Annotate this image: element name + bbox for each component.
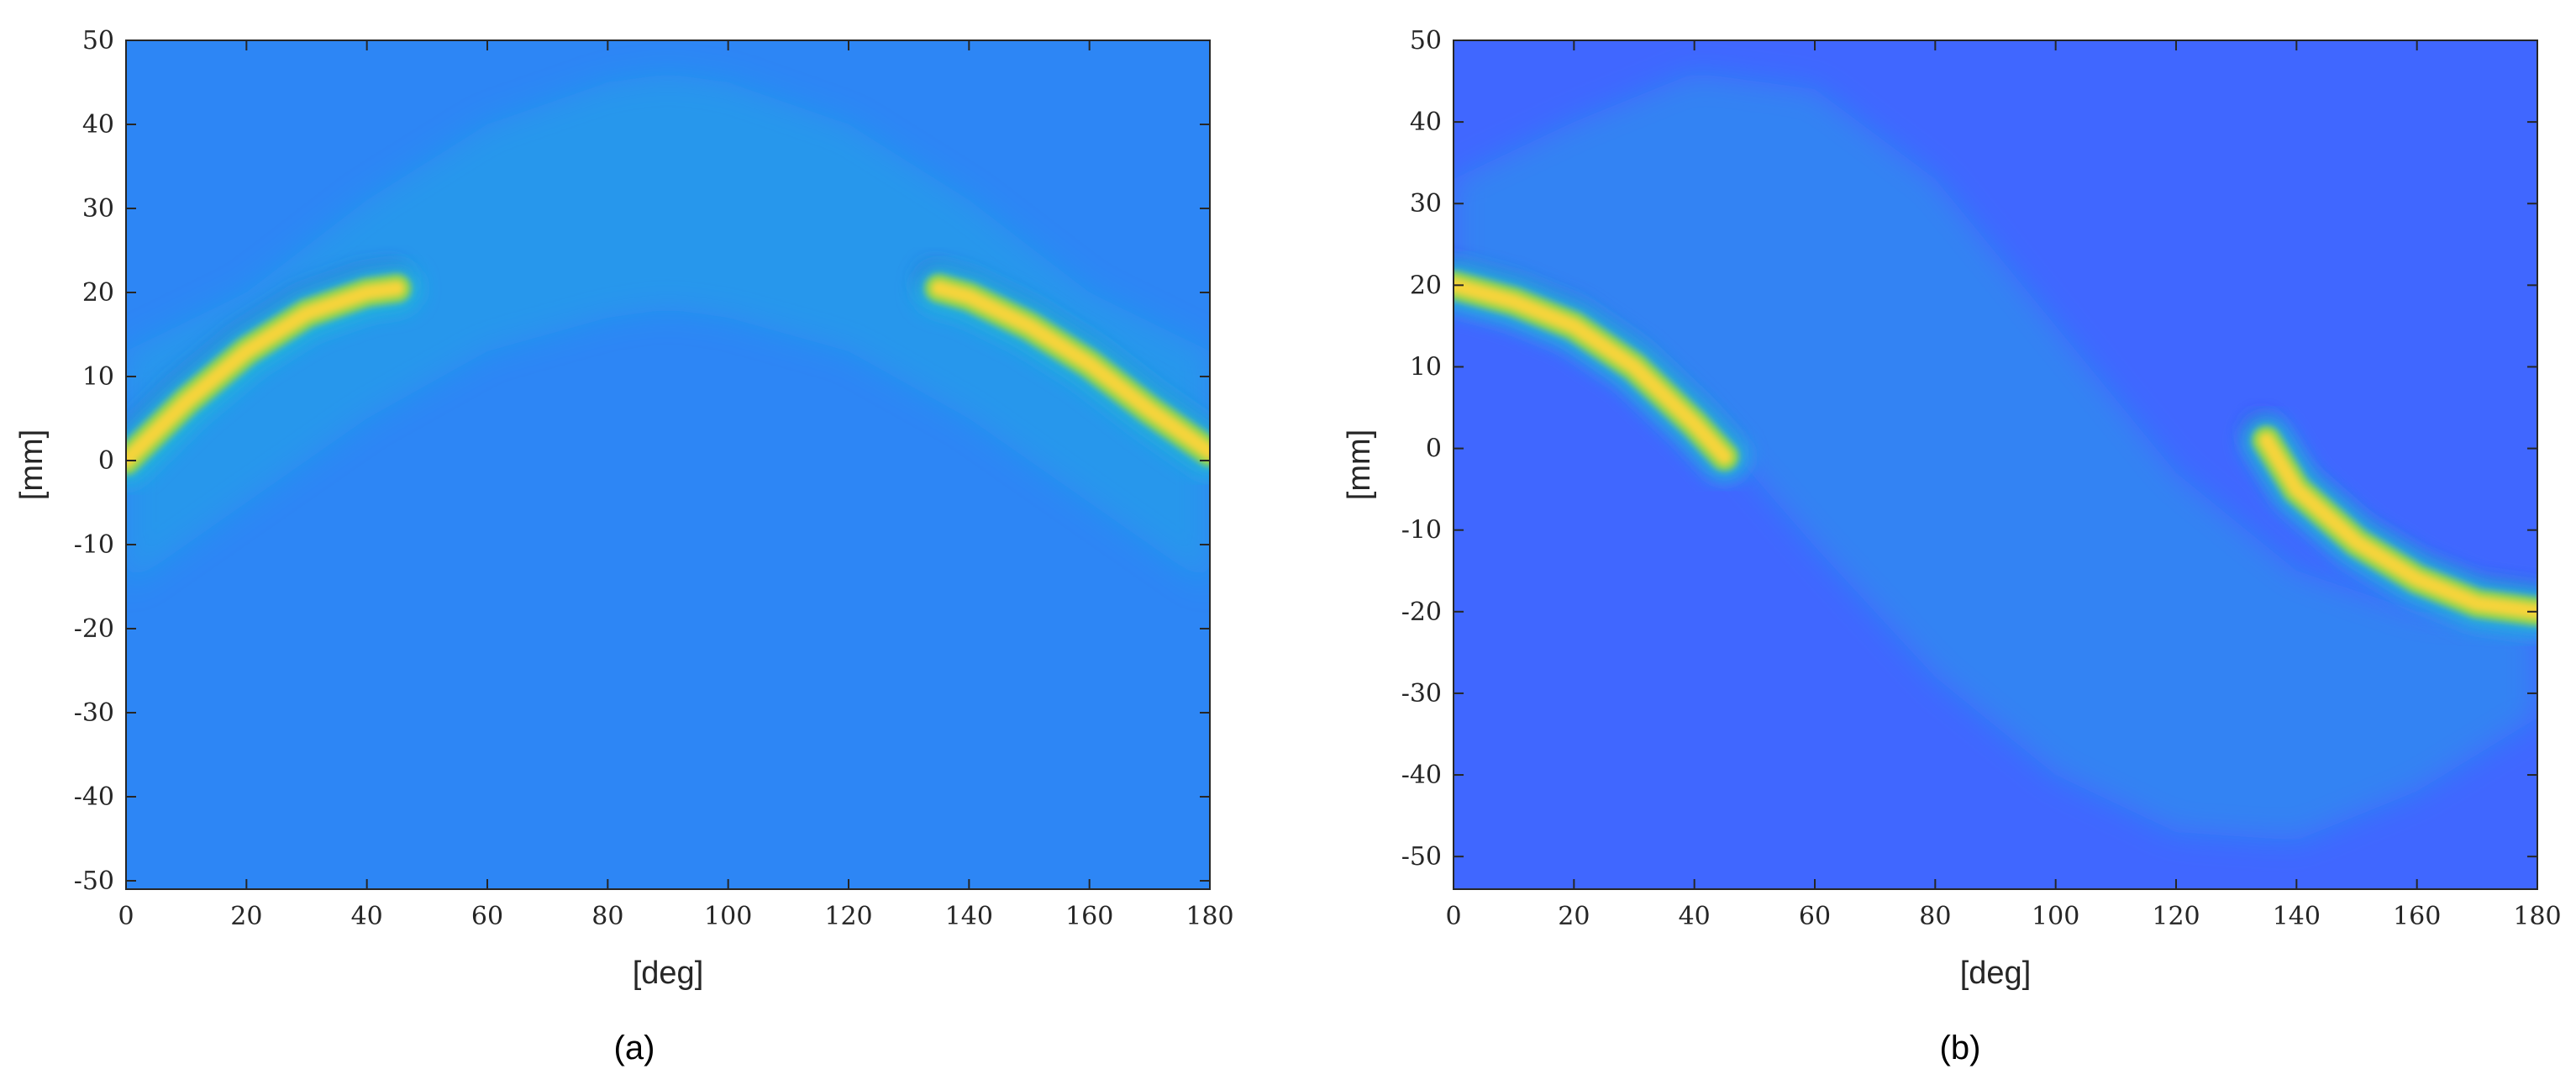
caption-a: (a) [614,1030,655,1067]
caption-b: (b) [1940,1030,1981,1067]
x-tick-label: 0 [1445,902,1461,931]
y-axis-label-b: [mm] [1342,429,1377,500]
faint-band-b [1454,72,2537,840]
y-tick-label: -10 [1401,516,1442,545]
bright-ridge-b-2 [2241,413,2537,637]
x-tick-label: 40 [351,902,383,931]
y-tick-label: 30 [82,194,114,224]
ridge-core [2258,432,2537,619]
axes-frame-b [1453,40,2538,890]
x-tick-label: 20 [1558,902,1590,931]
axis-ticks-a: 0 20 40 60 80 100 120 140 160 180 -50 -40 -30 -20 -10 0… [74,26,1234,931]
x-axis-label-b: [deg] [1960,956,2032,991]
y-tick-label: -20 [74,614,114,644]
y-tick-label: 40 [82,110,114,140]
y-tick-label: 20 [82,278,114,308]
x-tick-label: 180 [2513,902,2561,931]
heatmap-b [1454,72,2537,840]
x-tick-label: 180 [1185,902,1233,931]
y-tick-label: 50 [1410,26,1442,55]
x-tick-label: 100 [2032,902,2079,931]
ridge-core [1454,277,1732,465]
y-tick-label: -20 [1401,598,1442,627]
axes-frame-a [125,40,1211,890]
y-tick-label: -40 [1401,761,1442,790]
y-tick-label: 30 [1410,189,1442,219]
y-tick-label: 10 [1410,352,1442,382]
x-tick-label: 120 [824,902,872,931]
x-axis-label-a: [deg] [633,956,704,991]
x-tick-label: 20 [230,902,262,931]
x-tick-label: 120 [2152,902,2200,931]
axis-ticks-b: 0 20 40 60 80 100 120 140 160 180 -50 -40 -30 -20 -10 0… [1401,26,2562,931]
y-tick-label: -50 [1401,842,1442,872]
x-tick-label: 140 [2273,902,2321,931]
x-tick-label: 100 [704,902,752,931]
x-tick-label: 0 [118,902,134,931]
ridge-core [931,281,1210,460]
bright-ridge-a-1 [126,261,423,486]
ridge-core [126,281,405,468]
x-tick-label: 160 [1065,902,1113,931]
y-axis-label-a: [mm] [14,429,50,500]
y-tick-label: -30 [1401,679,1442,708]
panel-b: 0 20 40 60 80 100 120 140 160 180 -50 -40 -30 -20 -10 0… [1342,26,2562,1067]
y-tick-label: 20 [1410,271,1442,300]
x-tick-label: 160 [2393,902,2441,931]
faint-band-a [126,74,1210,587]
y-tick-label: -40 [74,782,114,812]
panel-a: 0 20 40 60 80 100 120 140 160 180 -50 -40 -30 -20 -10 0… [14,26,1234,1067]
x-tick-label: 80 [1919,902,1951,931]
y-tick-label: 0 [1426,435,1442,464]
heatmap-a [126,74,1210,587]
y-tick-label: -30 [74,698,114,728]
y-tick-label: -50 [74,866,114,896]
y-tick-label: 50 [82,26,114,55]
x-tick-label: 40 [1679,902,1711,931]
x-tick-label: 80 [591,902,623,931]
x-tick-label: 140 [945,902,993,931]
bright-ridge-a-2 [913,261,1210,477]
y-tick-label: 0 [98,446,114,476]
x-tick-label: 60 [1799,902,1831,931]
y-tick-label: 10 [82,362,114,392]
bright-ridge-b-1 [1454,259,1750,482]
y-tick-label: 40 [1410,108,1442,137]
x-tick-label: 60 [471,902,503,931]
y-tick-label: -10 [74,530,114,560]
